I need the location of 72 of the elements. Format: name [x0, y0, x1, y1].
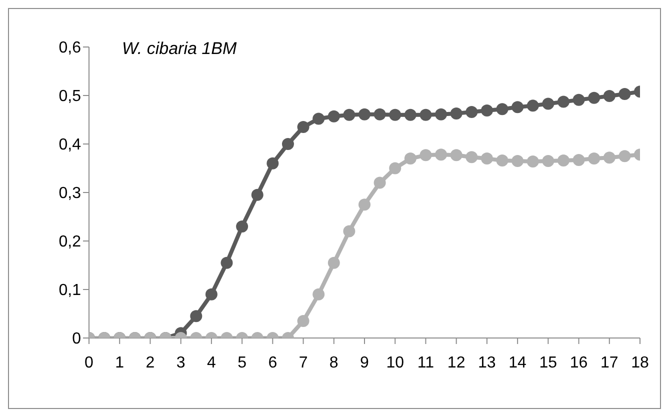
point [603, 90, 616, 102]
x-tick-label: 6 [268, 354, 278, 372]
point [618, 88, 631, 100]
y-tick-label: 0,3 [58, 185, 82, 202]
x-tick-label: 0 [84, 354, 94, 372]
point [312, 112, 325, 125]
point [496, 154, 508, 166]
point [496, 103, 508, 116]
x-tick-label: 15 [539, 354, 558, 372]
point [466, 151, 478, 164]
x-tick-label: 9 [360, 354, 370, 372]
point [358, 108, 370, 120]
x-tick-label: 1 [115, 354, 124, 372]
point [450, 149, 462, 162]
point [389, 162, 402, 174]
point [266, 157, 279, 170]
point [512, 154, 524, 167]
x-tick-label: 5 [238, 354, 247, 372]
point [236, 220, 248, 232]
y-tick-label: 0,6 [58, 40, 82, 57]
x-tick-label: 3 [176, 354, 186, 372]
x-tick-label: 16 [570, 354, 588, 372]
x-tick-label: 7 [298, 354, 308, 372]
y-tick-label: 0 [72, 330, 82, 348]
point [588, 152, 600, 165]
point [450, 107, 462, 120]
x-tick-label: 17 [600, 354, 618, 372]
x-tick-label: 11 [417, 354, 434, 372]
point [328, 110, 340, 122]
point [603, 152, 616, 164]
x-tick-label: 18 [631, 354, 649, 372]
x-tick-label: 14 [508, 354, 527, 372]
point [251, 188, 264, 201]
point [282, 138, 294, 150]
x-tick-label: 12 [447, 354, 466, 372]
y-tick-label: 0,2 [58, 234, 82, 251]
point [343, 225, 356, 238]
x-tick-label: 4 [206, 354, 216, 372]
y-tick-label: 0,5 [58, 88, 82, 106]
point [557, 96, 570, 108]
point [480, 152, 493, 165]
point [542, 154, 554, 167]
x-tick-label: 2 [146, 354, 155, 372]
x-tick-label: 13 [478, 354, 496, 372]
point [526, 100, 539, 112]
point [343, 108, 356, 121]
point [572, 94, 585, 106]
y-tick-label: 0,1 [58, 282, 82, 300]
point [435, 148, 448, 161]
point [512, 101, 524, 114]
y-tick-label: 0,4 [58, 136, 82, 154]
point [526, 155, 539, 168]
point [420, 149, 432, 162]
point [572, 154, 585, 166]
point [435, 108, 448, 120]
point [618, 150, 631, 162]
point [389, 108, 402, 121]
point [358, 198, 370, 211]
x-tick-label: 8 [329, 354, 338, 372]
point [297, 121, 310, 134]
point [466, 106, 478, 118]
point [420, 108, 432, 121]
x-tick-label: 10 [386, 354, 404, 372]
point [374, 108, 386, 120]
point [404, 152, 416, 165]
point [557, 154, 570, 166]
point [542, 98, 554, 110]
chart-title: W. cibaria 1BM [122, 39, 237, 59]
point [480, 104, 493, 117]
point [374, 176, 386, 189]
point [588, 92, 600, 104]
point [404, 108, 416, 121]
